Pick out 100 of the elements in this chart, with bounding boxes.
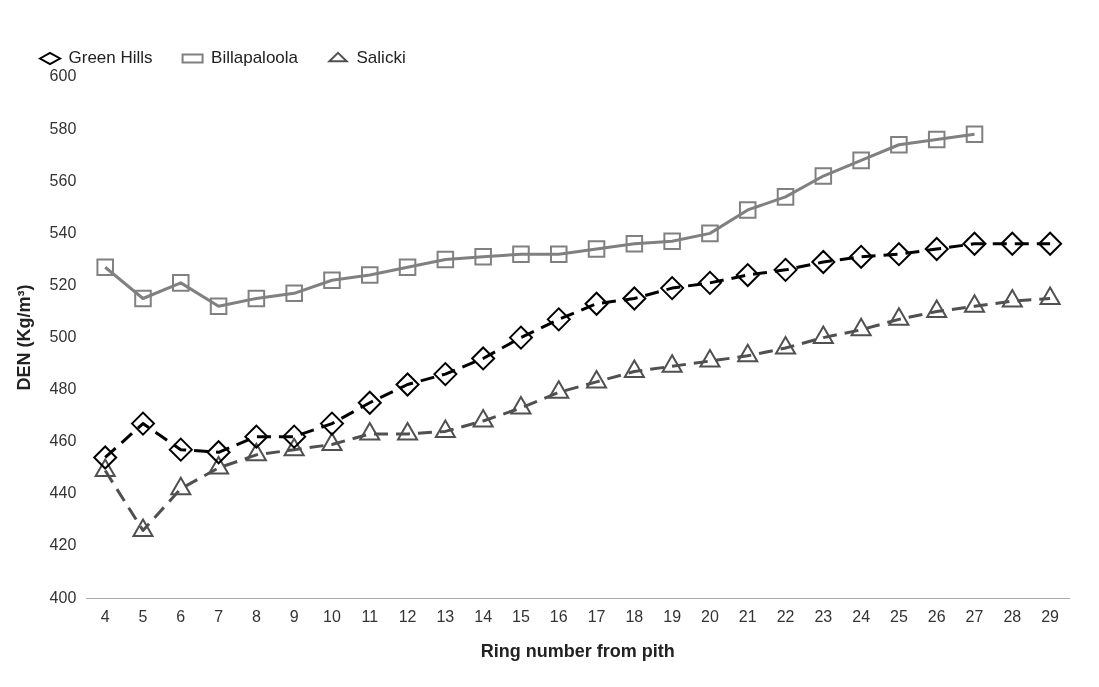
point (852, 151, 870, 170)
point (924, 237, 949, 261)
point (888, 307, 910, 326)
point (94, 458, 116, 478)
point (548, 380, 570, 399)
point (436, 250, 455, 269)
point (510, 395, 532, 415)
point (926, 299, 948, 319)
y-tick-label: 520 (49, 275, 77, 293)
point (546, 307, 571, 332)
point (738, 201, 757, 219)
point (737, 343, 759, 363)
point (209, 297, 228, 316)
x-tick-label: 16 (549, 608, 568, 626)
point (283, 437, 305, 457)
point (360, 266, 379, 284)
point (584, 291, 609, 316)
y-tick-label: 560 (49, 171, 77, 189)
point (285, 284, 303, 303)
y-tick-label: 440 (49, 484, 77, 502)
x-tick-label: 25 (890, 608, 908, 626)
point (357, 390, 382, 415)
point (208, 455, 230, 475)
point (170, 476, 192, 496)
point (398, 258, 417, 277)
point (282, 424, 307, 449)
x-tick-label: 8 (251, 608, 261, 626)
point (773, 257, 798, 282)
point (890, 135, 908, 154)
x-tick-label: 24 (852, 608, 871, 626)
point (549, 245, 568, 263)
x-tick-label: 7 (214, 608, 224, 626)
point (134, 289, 152, 308)
x-tick-label: 20 (701, 608, 719, 626)
point (397, 422, 419, 441)
point (1039, 286, 1061, 306)
x-tick-label: 19 (663, 608, 682, 626)
point (245, 442, 267, 462)
point (586, 369, 608, 389)
point (508, 325, 533, 350)
point (472, 408, 494, 428)
point (1000, 231, 1025, 256)
x-tick-label: 23 (814, 608, 833, 626)
y-axis-title: DEN (Kg/m³) (13, 284, 34, 391)
y-tick-label: 540 (49, 223, 77, 241)
point (471, 346, 496, 371)
point (849, 244, 874, 269)
point (661, 354, 683, 373)
legend-label: Billapaloola (211, 48, 299, 68)
point (172, 274, 190, 292)
x-tick-label: 29 (1041, 608, 1060, 626)
point (132, 518, 154, 537)
point (244, 424, 269, 449)
x-tick-label: 27 (965, 608, 984, 626)
x-tick-label: 21 (738, 608, 757, 626)
point (323, 271, 341, 290)
legend-label: Salicki (356, 48, 406, 68)
x-tick-label: 9 (289, 608, 299, 626)
point (247, 289, 266, 308)
point (699, 349, 721, 368)
y-tick-label: 420 (49, 536, 77, 554)
x-tick-label: 28 (1003, 608, 1022, 626)
point (319, 411, 344, 436)
y-tick-label: 500 (49, 328, 77, 346)
x-tick-label: 14 (474, 608, 493, 626)
x-tick-label: 22 (776, 608, 795, 626)
y-tick-label: 480 (49, 380, 77, 398)
x-tick-label: 6 (176, 608, 186, 626)
x-tick-label: 15 (512, 608, 530, 626)
point (359, 422, 381, 441)
x-tick-label: 13 (436, 608, 455, 626)
point (660, 276, 685, 301)
point (1001, 289, 1023, 308)
x-tick-label: 5 (138, 608, 148, 626)
x-tick-label: 18 (625, 608, 644, 626)
point (811, 250, 836, 275)
point (814, 167, 833, 185)
point (776, 188, 795, 206)
point (587, 240, 606, 258)
y-tick-label: 400 (49, 588, 77, 606)
point (433, 362, 458, 387)
x-tick-label: 4 (100, 608, 110, 626)
x-tick-label: 26 (927, 608, 946, 626)
x-axis-title: Ring number from pith (480, 641, 675, 662)
point (697, 270, 722, 295)
point (1038, 231, 1063, 256)
y-tick-label: 600 (49, 67, 77, 85)
point (927, 130, 946, 149)
point (701, 224, 719, 243)
x-tick-label: 10 (323, 608, 341, 626)
point (812, 325, 834, 345)
point (775, 336, 797, 355)
point (130, 411, 155, 436)
point (886, 242, 911, 267)
point (512, 245, 530, 263)
legend-label: Green Hills (68, 48, 153, 68)
point (663, 232, 681, 250)
point (96, 258, 114, 277)
x-tick-label: 12 (398, 608, 417, 626)
y-tick-label: 580 (49, 119, 77, 137)
